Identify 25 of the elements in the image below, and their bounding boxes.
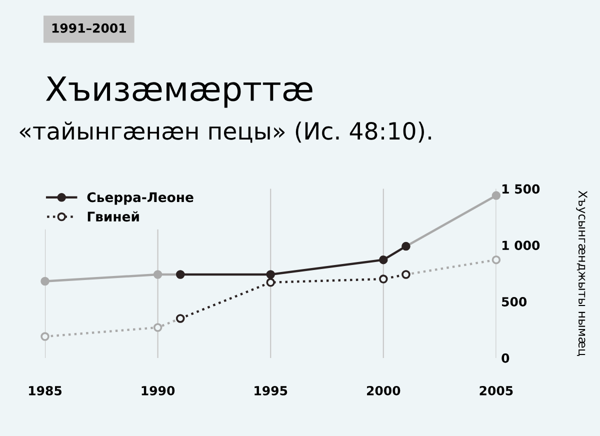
legend-label: Гвиней <box>88 211 139 222</box>
point <box>266 278 275 287</box>
y-tick-label: 500 <box>502 297 527 306</box>
point <box>40 276 50 286</box>
x-tick-label: 1995 <box>254 386 288 396</box>
point <box>266 270 275 279</box>
x-tick-label: 1985 <box>29 386 62 396</box>
y-tick-label: 0 <box>502 353 510 363</box>
text: 1991–2001 <box>52 23 126 33</box>
point <box>379 274 388 284</box>
point <box>492 191 501 200</box>
point <box>379 255 388 264</box>
legend-label: Сьерра-Леоне <box>87 192 194 205</box>
y-tick-label: 1 000 <box>502 240 540 250</box>
chart-title: Хъизæмæрттæ <box>46 76 312 108</box>
point <box>153 323 162 332</box>
x-tick-label: 2005 <box>480 386 513 396</box>
x-tick-label: 2000 <box>366 386 400 396</box>
chart-subtitle: «тайынгæнæн пецы» (Ис. 48:10). <box>20 122 431 143</box>
point <box>40 332 50 341</box>
y-axis-title: Хъусынгæнджыты нымæц <box>576 190 588 356</box>
x-tick-label: 1990 <box>142 386 175 396</box>
point <box>492 255 501 264</box>
y-tick-label: 1 500 <box>502 184 540 194</box>
point <box>153 270 162 279</box>
